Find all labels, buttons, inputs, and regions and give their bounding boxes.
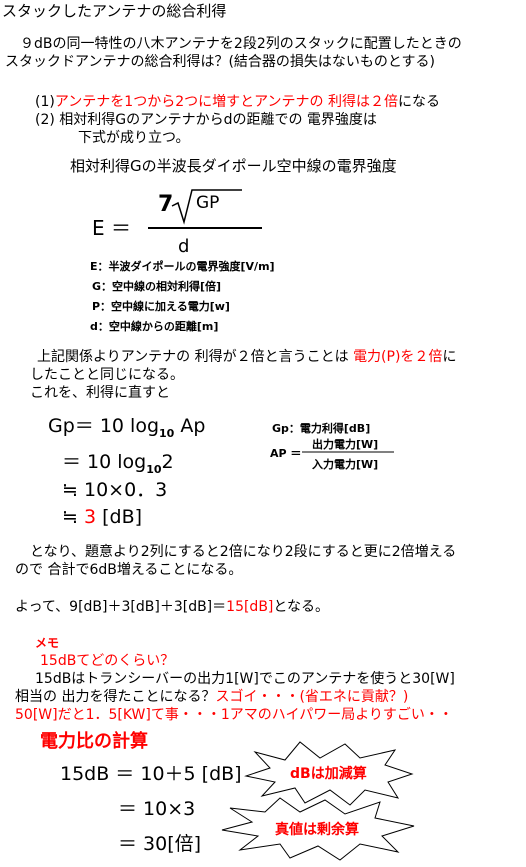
question: スタックドアンテナの総合利得は？(結合器の損失はないものとする) [5, 54, 435, 70]
memo-line: 50[W]だと1．5[KW]て事・・・1アマのハイパワー局よりすごい・・ [15, 707, 453, 723]
calc-line: ＝ 10 log102 [62, 450, 174, 482]
item-num: (2) [35, 112, 55, 128]
text: 2 [161, 451, 174, 473]
formula-lhs: E ＝ [92, 216, 131, 240]
sqrt-sign [171, 189, 242, 225]
legend: P：空中線に加える電力[w] [92, 300, 230, 313]
subscript: 10 [146, 462, 162, 476]
memo-line: 15dBはトランシーバーの出力1[W]でこのアンテナを使うと30[W] [35, 671, 455, 687]
starburst [221, 797, 415, 861]
ratio-line: ＝ 30[倍] [118, 833, 202, 855]
callout: dBは加減算 [290, 766, 367, 782]
legend: E：半波ダイポールの電界強度[V/m] [90, 260, 275, 273]
question: ９dBの同一特性の八木アンテナを2段2列のスタックに配置したときの [20, 36, 462, 52]
formula-root: GP [196, 193, 220, 213]
text: に [442, 349, 457, 365]
callout: 真値は剰余算 [275, 822, 359, 838]
memo-line: 相当の 出力を得たことになる？スゴイ・・・(省エネに貢献？) [15, 688, 408, 706]
definition: Gp：電力利得[dB] [272, 422, 371, 435]
formula-heading: 相対利得Gの半波長ダイポール空中線の電界強度 [70, 157, 397, 175]
formula-denom: d [178, 236, 190, 257]
legend: d：空中線からの距離[m] [90, 320, 219, 333]
title: スタックしたアンテナの総合利得 [2, 2, 227, 20]
paragraph: 上記関係よりアンテナの 利得が２倍と言うことは 電力(P)を２倍に [37, 348, 456, 366]
ratio-line: ＝ 10×3 [118, 798, 196, 820]
text: ＝ 10 log [62, 451, 147, 473]
text-red: スゴイ・・・(省エネに貢献？) [215, 689, 409, 705]
ap-lhs: AP ＝ [270, 447, 302, 460]
memo-label: メモ [35, 636, 60, 650]
text-red: 3 [83, 506, 97, 528]
calc-line: ≒ 10×0．3 [62, 479, 168, 501]
text: となる。 [273, 599, 329, 615]
item: (2) 相対利得Gのアンテナからdの距離での 電界強度は [35, 111, 377, 129]
item: (1)アンテナを1つから2つに増すとアンテナの 利得は２倍になる [35, 93, 440, 111]
ratio-heading: 電力比の計算 [40, 731, 148, 752]
formula-coef: 7 [158, 192, 174, 217]
item-red: アンテナを1つから2つに増すとアンテナの 利得は２倍 [54, 94, 398, 110]
ratio-line: 15dB ＝ 10＋5 [dB] [60, 763, 242, 785]
text: Gp＝ 10 log [48, 415, 160, 437]
subscript: 10 [159, 426, 175, 440]
starburst [244, 741, 414, 806]
calc-line: ≒ 3 [dB] [62, 505, 142, 529]
item-cont: 下式が成り立つ。 [78, 130, 190, 146]
text: [dB] [96, 506, 143, 528]
ap-num: 出力電力[W] [312, 438, 379, 451]
text-red: 15[dB] [226, 599, 274, 615]
paragraph: となり、題意より2列にすると2倍になり2段にすると更に2倍増える [30, 544, 457, 560]
text: 相当の 出力を得たことになる？ [15, 689, 216, 705]
ap-den: 入力電力[W] [312, 458, 379, 471]
result: よって、9[dB]＋3[dB]＋3[dB]＝15[dB]となる。 [15, 598, 329, 616]
legend: G：空中線の相対利得[倍] [92, 280, 222, 293]
text-red: 電力(P)を２倍 [353, 349, 443, 365]
text: よって、9[dB]＋3[dB]＋3[dB]＝ [15, 599, 227, 615]
text: Ap [180, 415, 206, 437]
item-num: (1) [35, 94, 55, 110]
text: 上記関係よりアンテナの 利得が２倍と言うことは [37, 349, 354, 365]
calc-line: Gp＝ 10 log10 Ap [48, 414, 205, 446]
item-text: になる [398, 94, 440, 110]
paragraph: これを、利得に直すと [30, 385, 170, 401]
text: ≒ [62, 506, 84, 528]
paragraph: したことと同じになる。 [30, 367, 184, 383]
item-text: 相対利得Gのアンテナからdの距離での 電界強度は [59, 112, 377, 128]
paragraph: ので 合計で6dB増えることになる。 [15, 562, 243, 578]
memo-question: 15dBてどのくらい？ [40, 653, 175, 669]
